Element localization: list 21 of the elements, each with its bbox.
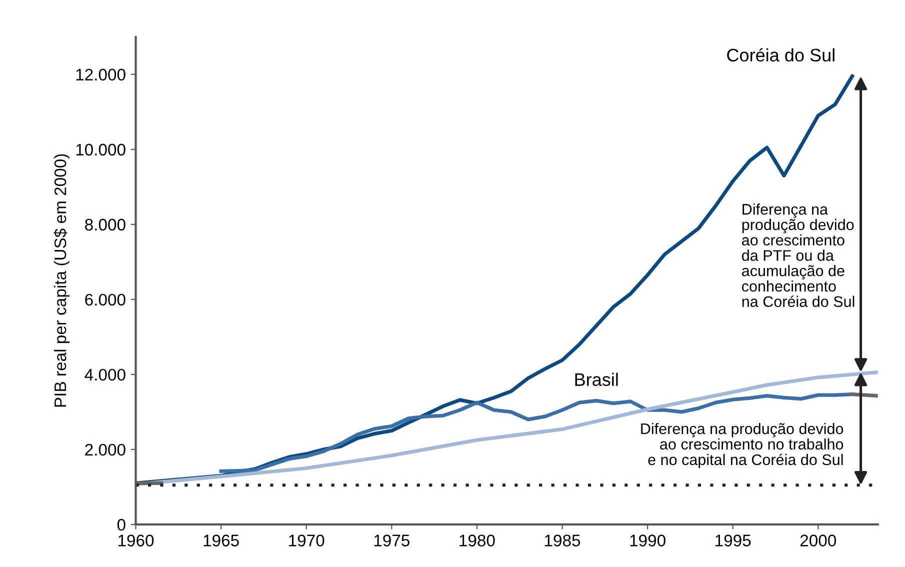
x-tick-label: 1975 [374, 534, 410, 546]
x-tick-label: 1970 [289, 534, 324, 546]
y-tick-label: 10.000 [76, 144, 126, 156]
x-tick-label: 1965 [204, 534, 239, 546]
x-tick-label: 2000 [800, 534, 836, 546]
x-tick-label: 1985 [544, 534, 580, 546]
y-tick-label: 12.000 [76, 68, 126, 81]
y-tick-label: 0 [117, 518, 126, 531]
annotation: Coréia do Sul [727, 48, 834, 62]
y-tick-label: 6.000 [85, 294, 126, 306]
y-tick-label: 4.000 [84, 368, 126, 381]
y-tick-label: 8.000 [85, 218, 126, 231]
y-axis-title: PIB real per capita (US$ em 2000) [54, 154, 70, 407]
annotation: Diferença na produção devido ao crescimento da PTF ou da acumulação de conhecimento na Coréia do Sul [742, 204, 854, 308]
x-tick-label: 1990 [630, 534, 666, 546]
annotation: Brasil [575, 372, 618, 386]
x-tick-label: 1960 [118, 534, 154, 546]
x-tick-label: 1995 [716, 534, 751, 546]
annotation: Diferença na produção devido ao crescimento no trabalho e no capital na Coréia do Sul [641, 422, 844, 468]
x-tick-label: 1980 [460, 534, 495, 546]
y-tick-label: 2.000 [85, 444, 126, 456]
